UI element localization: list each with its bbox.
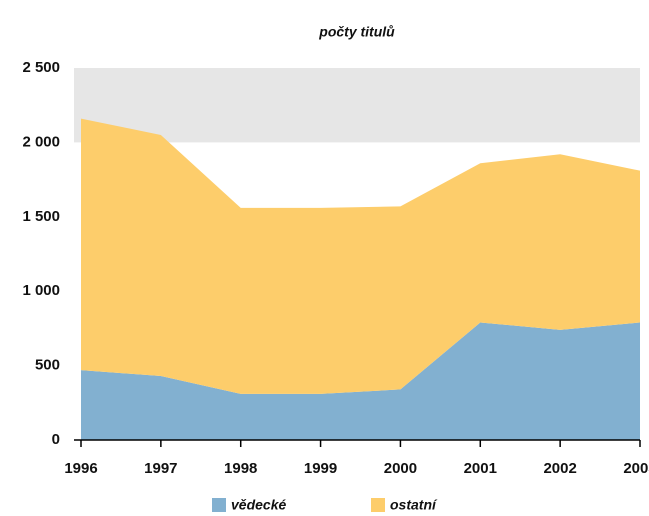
area (81, 322, 640, 440)
background-band (74, 68, 640, 143)
x-tick-label: 2003 (623, 460, 649, 477)
x-tick-label: 2002 (543, 460, 576, 477)
x-tick-label: 2000 (384, 460, 417, 477)
legend-swatch (212, 498, 226, 512)
legend-label: vědecké (231, 497, 286, 513)
y-tick-label: 500 (35, 357, 60, 374)
x-tick-label: 1999 (304, 460, 337, 477)
y-tick-label: 1 500 (22, 208, 60, 225)
area (81, 118, 640, 394)
chart-title: počty titulů (318, 24, 395, 40)
y-tick-label: 0 (52, 431, 60, 448)
x-tick-label: 2001 (464, 460, 497, 477)
y-tick-label: 1 000 (22, 282, 60, 299)
y-tick-label: 2 000 (22, 133, 60, 150)
x-tick-label: 1997 (144, 460, 177, 477)
y-tick-label: 2 500 (22, 59, 60, 76)
legend-label: ostatní (390, 497, 438, 513)
x-tick-label: 1996 (64, 460, 97, 477)
legend-swatch (371, 498, 385, 512)
x-tick-label: 1998 (224, 460, 257, 477)
